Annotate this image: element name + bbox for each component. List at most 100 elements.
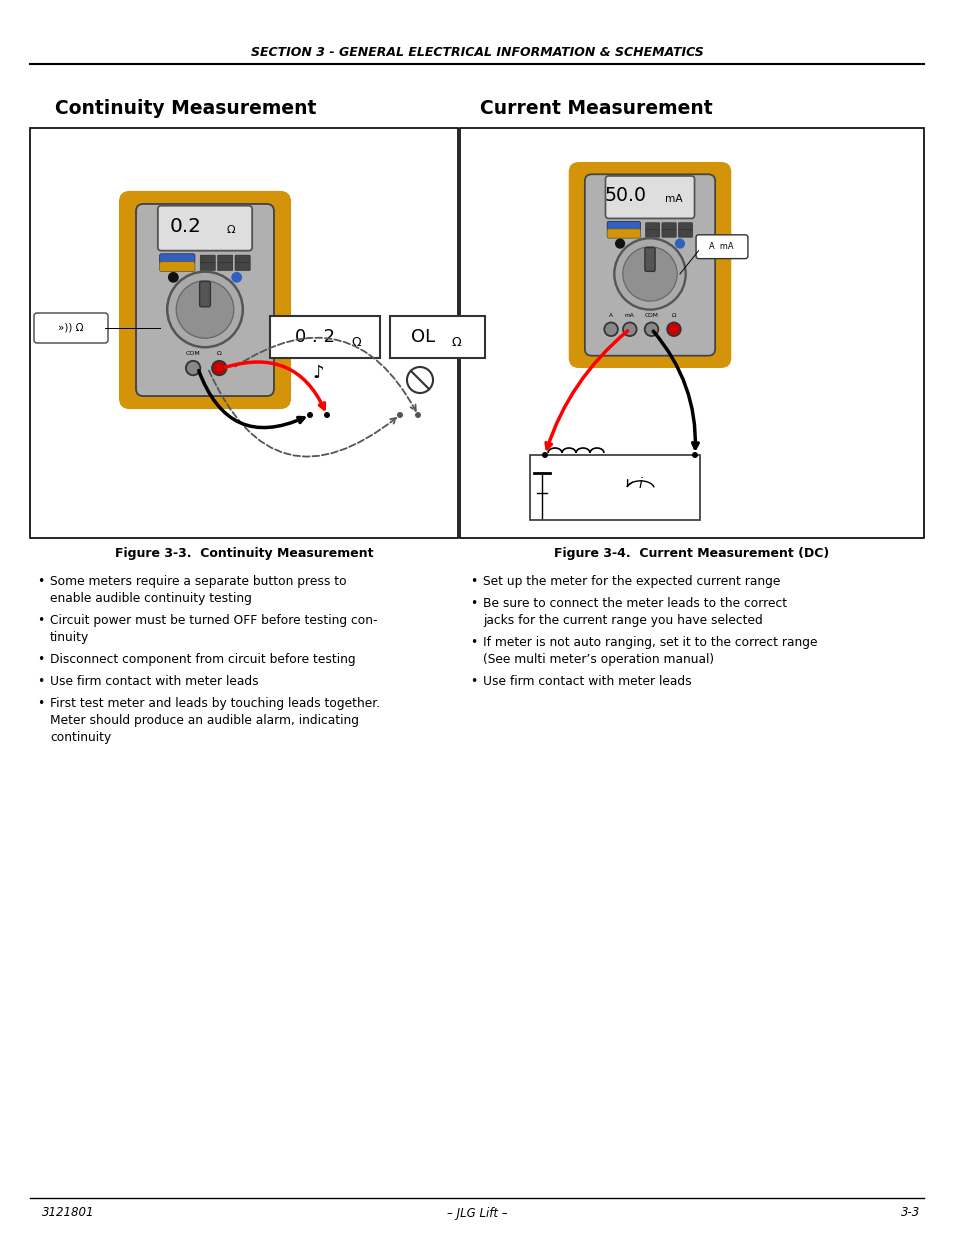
Text: Ω: Ω [216, 351, 221, 356]
Text: Be sure to connect the meter leads to the correct: Be sure to connect the meter leads to th… [482, 597, 786, 610]
Circle shape [644, 322, 658, 336]
FancyBboxPatch shape [678, 230, 692, 237]
Text: mA: mA [664, 194, 682, 204]
FancyBboxPatch shape [568, 162, 731, 368]
FancyBboxPatch shape [136, 204, 274, 396]
FancyBboxPatch shape [234, 256, 250, 263]
FancyBboxPatch shape [157, 206, 252, 251]
FancyBboxPatch shape [606, 228, 639, 238]
Text: •: • [37, 676, 44, 688]
FancyBboxPatch shape [199, 282, 211, 306]
Circle shape [212, 361, 226, 375]
Text: jacks for the current range you have selected: jacks for the current range you have sel… [482, 614, 762, 627]
FancyBboxPatch shape [119, 191, 291, 409]
Text: COM: COM [644, 314, 658, 319]
Text: First test meter and leads by touching leads together.: First test meter and leads by touching l… [50, 697, 379, 710]
Text: •: • [37, 614, 44, 627]
Text: •: • [37, 653, 44, 666]
Text: 0.2: 0.2 [169, 217, 201, 236]
Text: Figure 3-3.  Continuity Measurement: Figure 3-3. Continuity Measurement [114, 547, 373, 559]
Bar [30, 128, 457, 538]
FancyBboxPatch shape [661, 230, 676, 237]
Text: Meter should produce an audible alarm, indicating: Meter should produce an audible alarm, i… [50, 714, 358, 727]
FancyBboxPatch shape [661, 222, 676, 230]
Text: Use firm contact with meter leads: Use firm contact with meter leads [482, 676, 691, 688]
Circle shape [407, 367, 433, 393]
FancyBboxPatch shape [234, 263, 250, 270]
FancyBboxPatch shape [159, 253, 194, 264]
FancyBboxPatch shape [217, 256, 233, 263]
Circle shape [396, 412, 402, 417]
Text: 0 . 2: 0 . 2 [294, 329, 335, 346]
FancyBboxPatch shape [217, 263, 233, 270]
Text: Continuity Measurement: Continuity Measurement [55, 99, 316, 117]
Text: (See multi meter’s operation manual): (See multi meter’s operation manual) [482, 653, 714, 666]
Text: – JLG Lift –: – JLG Lift – [446, 1207, 507, 1219]
Circle shape [691, 452, 698, 458]
Text: i: i [638, 477, 641, 492]
Text: 50.0: 50.0 [603, 186, 645, 205]
Circle shape [324, 412, 330, 417]
Text: Disconnect component from circuit before testing: Disconnect component from circuit before… [50, 653, 355, 666]
Circle shape [415, 412, 420, 417]
Text: ♪: ♪ [312, 364, 323, 382]
Circle shape [614, 238, 685, 310]
Text: A: A [608, 314, 613, 319]
Text: Ω: Ω [226, 225, 234, 235]
Text: •: • [470, 597, 476, 610]
Circle shape [168, 272, 178, 283]
FancyBboxPatch shape [696, 235, 747, 258]
Circle shape [167, 272, 243, 347]
Text: Set up the meter for the expected current range: Set up the meter for the expected curren… [482, 576, 780, 588]
Text: 3-3: 3-3 [900, 1207, 919, 1219]
FancyBboxPatch shape [644, 247, 655, 272]
Text: 3121801: 3121801 [42, 1207, 94, 1219]
Text: OL: OL [411, 329, 435, 346]
Bar [459, 128, 923, 538]
Text: •: • [470, 676, 476, 688]
FancyBboxPatch shape [645, 230, 659, 237]
Circle shape [622, 247, 677, 301]
Text: A  mA: A mA [709, 242, 733, 251]
FancyBboxPatch shape [200, 263, 215, 270]
Text: »)) Ω: »)) Ω [58, 322, 84, 332]
Circle shape [674, 238, 684, 248]
FancyBboxPatch shape [605, 175, 694, 219]
Text: tinuity: tinuity [50, 631, 90, 643]
Circle shape [186, 361, 200, 375]
Text: Circuit power must be turned OFF before testing con-: Circuit power must be turned OFF before … [50, 614, 377, 627]
Text: Some meters require a separate button press to: Some meters require a separate button pr… [50, 576, 346, 588]
Text: Ω: Ω [351, 336, 360, 348]
FancyBboxPatch shape [159, 262, 194, 272]
Text: SECTION 3 - GENERAL ELECTRICAL INFORMATION & SCHEMATICS: SECTION 3 - GENERAL ELECTRICAL INFORMATI… [251, 46, 702, 58]
FancyBboxPatch shape [678, 222, 692, 230]
FancyBboxPatch shape [606, 221, 639, 231]
Bar [390, 316, 484, 358]
Text: Current Measurement: Current Measurement [479, 99, 712, 117]
Circle shape [615, 238, 624, 248]
Circle shape [307, 412, 313, 417]
Text: enable audible continuity testing: enable audible continuity testing [50, 592, 252, 605]
FancyBboxPatch shape [584, 174, 715, 356]
Text: •: • [470, 636, 476, 650]
Circle shape [176, 280, 233, 338]
Circle shape [622, 322, 636, 336]
Circle shape [666, 322, 680, 336]
Text: continuity: continuity [50, 731, 112, 743]
Text: •: • [37, 697, 44, 710]
Circle shape [231, 272, 242, 283]
Circle shape [541, 452, 547, 458]
Text: mA: mA [624, 314, 634, 319]
Text: Figure 3-4.  Current Measurement (DC): Figure 3-4. Current Measurement (DC) [554, 547, 829, 559]
FancyBboxPatch shape [200, 256, 215, 263]
Circle shape [603, 322, 618, 336]
Text: COM: COM [186, 351, 200, 356]
Text: Use firm contact with meter leads: Use firm contact with meter leads [50, 676, 258, 688]
Text: Ω: Ω [451, 336, 460, 348]
Text: Ω: Ω [671, 314, 676, 319]
Text: •: • [37, 576, 44, 588]
Bar [270, 316, 379, 358]
Text: If meter is not auto ranging, set it to the correct range: If meter is not auto ranging, set it to … [482, 636, 817, 650]
FancyBboxPatch shape [645, 222, 659, 230]
Bar [530, 454, 700, 520]
